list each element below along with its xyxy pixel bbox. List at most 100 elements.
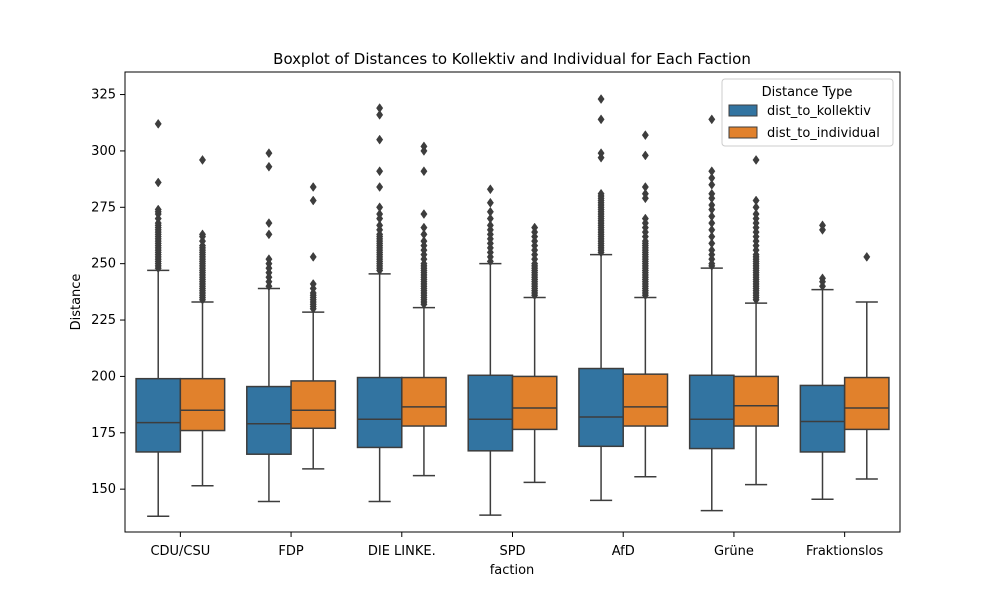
outlier-point xyxy=(752,155,760,165)
box-iqr xyxy=(622,373,669,427)
outlier-point xyxy=(708,200,716,210)
box-iqr xyxy=(578,367,624,448)
outlier-point xyxy=(708,166,716,177)
outlier-point xyxy=(708,224,716,235)
outlier-point xyxy=(376,103,384,114)
box-dist_to_individual xyxy=(401,141,447,477)
outlier-point xyxy=(486,220,494,231)
x-axis-label: faction xyxy=(490,563,535,578)
legend-label-kollektiv: dist_to_kollektiv xyxy=(767,104,871,119)
outlier-point xyxy=(708,238,716,249)
legend: Distance Type dist_to_kollektiv dist_to_… xyxy=(721,78,894,147)
outlier-point xyxy=(597,148,605,159)
outlier-point xyxy=(818,220,827,231)
box-dist_to_individual xyxy=(179,155,226,487)
y-tick-label: 225 xyxy=(91,313,116,328)
box-dist_to_kollektiv xyxy=(799,220,846,501)
outlier-point xyxy=(420,229,428,240)
box-dist_to_kollektiv xyxy=(356,103,403,503)
box-iqr xyxy=(135,377,182,453)
box-dist_to_kollektiv xyxy=(246,148,292,503)
outlier-point xyxy=(420,166,428,177)
y-tick-label: 300 xyxy=(91,144,116,159)
box-iqr xyxy=(799,384,846,453)
outlier-point xyxy=(265,161,273,172)
outlier-point xyxy=(708,211,716,222)
outlier-point xyxy=(198,229,207,240)
legend-swatch-individual xyxy=(728,126,758,139)
outlier-point xyxy=(265,218,273,229)
outlier-point xyxy=(641,130,649,141)
box-dist_to_individual xyxy=(290,182,337,470)
y-tick-label: 200 xyxy=(91,369,116,384)
outlier-point xyxy=(708,218,716,229)
outlier-point xyxy=(309,279,317,289)
box-iqr xyxy=(511,375,558,431)
y-tick-label: 275 xyxy=(91,200,116,215)
x-tick-label: DIE LINKE. xyxy=(368,544,436,559)
x-tick-label: SPD xyxy=(499,544,525,559)
box-iqr xyxy=(401,376,447,427)
outlier-point xyxy=(486,206,494,217)
outlier-point xyxy=(641,188,649,199)
y-axis-label: Distance xyxy=(69,274,84,331)
outlier-point xyxy=(486,213,494,224)
outlier-point xyxy=(641,213,649,224)
box-dist_to_kollektiv xyxy=(578,94,624,502)
outlier-point xyxy=(708,188,716,199)
y-tick-label: 175 xyxy=(91,426,116,441)
x-tick-label: Fraktionslos xyxy=(806,544,884,559)
outlier-point xyxy=(309,251,317,262)
box-dist_to_individual xyxy=(622,130,669,478)
outlier-point xyxy=(376,134,384,145)
outlier-point xyxy=(309,195,317,206)
outlier-point xyxy=(376,202,384,213)
box-iqr xyxy=(733,375,779,427)
legend-label-individual: dist_to_individual xyxy=(767,126,880,141)
box-iqr xyxy=(688,374,735,450)
box-dist_to_individual xyxy=(733,155,779,486)
outlier-point xyxy=(309,182,317,192)
box-iqr xyxy=(467,374,514,452)
outlier-point xyxy=(154,118,162,129)
outlier-point xyxy=(376,109,384,120)
legend-swatch-kollektiv xyxy=(728,104,758,117)
outlier-point xyxy=(597,114,605,125)
box-iqr xyxy=(356,376,403,449)
y-tick-label: 325 xyxy=(91,88,116,103)
outlier-point xyxy=(708,231,716,242)
outlier-point xyxy=(708,179,716,190)
box-iqr xyxy=(290,380,337,430)
legend-title: Distance Type xyxy=(762,85,853,100)
outlier-point xyxy=(486,184,494,195)
outlier-point xyxy=(198,155,207,165)
outlier-point xyxy=(863,251,871,262)
box-iqr xyxy=(246,385,292,455)
box-dist_to_kollektiv xyxy=(688,114,735,512)
box-iqr xyxy=(843,376,890,431)
legend-frame xyxy=(721,78,894,147)
box-dist_to_individual xyxy=(511,222,558,484)
outlier-point xyxy=(752,195,760,206)
box-iqr xyxy=(179,377,226,432)
outlier-point xyxy=(420,236,428,247)
x-tick-label: CDU/CSU xyxy=(150,544,210,559)
outlier-point xyxy=(531,222,539,233)
y-tick-label: 150 xyxy=(91,482,116,497)
outlier-point xyxy=(597,94,605,104)
y-tick-label: 250 xyxy=(91,257,116,272)
outlier-point xyxy=(641,182,649,192)
x-tick-label: FDP xyxy=(278,544,303,559)
outlier-point xyxy=(818,273,827,284)
plot-area: 150 175 200 225 250 275 300 325 CDU/CSU FDP DIE LI… xyxy=(91,71,901,559)
outlier-point xyxy=(708,173,716,183)
x-tick-label: AfD xyxy=(612,544,635,559)
outlier-point xyxy=(752,202,760,213)
box-dist_to_kollektiv xyxy=(135,118,182,517)
box-dist_to_kollektiv xyxy=(467,184,514,516)
outlier-point xyxy=(265,254,273,265)
outlier-point xyxy=(376,182,384,192)
outlier-point xyxy=(154,204,162,215)
outlier-point xyxy=(708,245,716,256)
